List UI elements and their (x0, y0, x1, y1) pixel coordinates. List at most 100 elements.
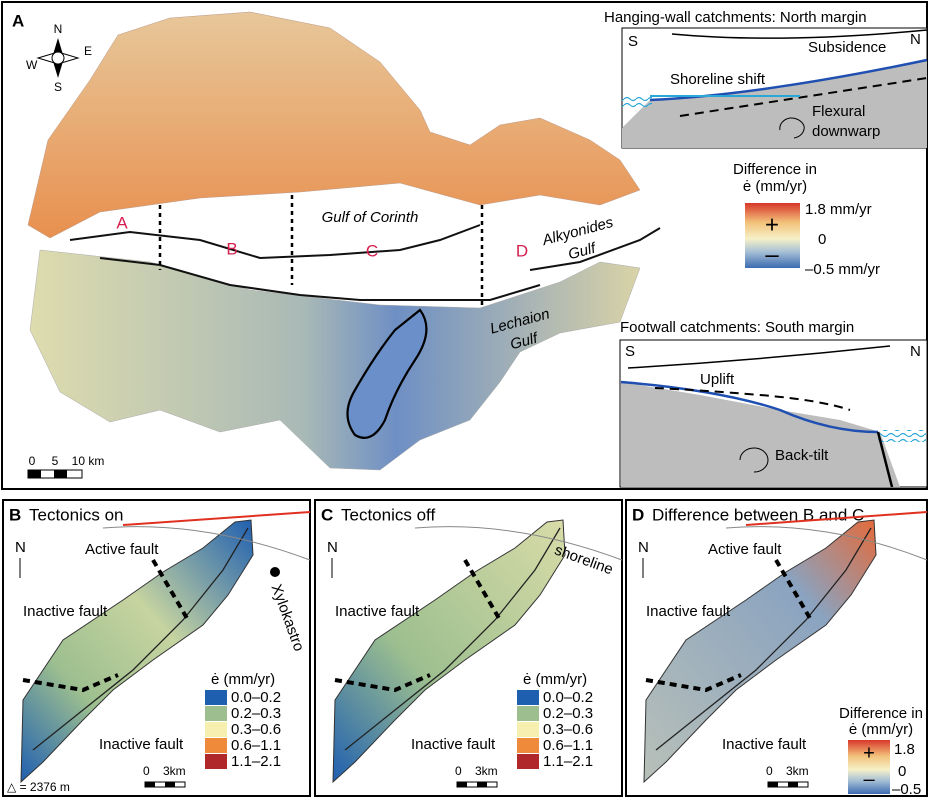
scale-label: 3km (475, 764, 498, 778)
inset-right: N (910, 31, 921, 48)
panel-b: B Tectonics onN Active fault Xylokastro Inac… (2, 499, 311, 797)
panel-frame (625, 499, 928, 797)
legend-swatch (517, 690, 539, 705)
compass-w: W (26, 58, 38, 72)
legend-swatch (517, 754, 539, 769)
scale-label: 10 km (72, 454, 105, 468)
scale-bar (145, 782, 155, 787)
catchment (20, 519, 254, 784)
drainage (344, 527, 561, 751)
panel-label: D (632, 505, 644, 524)
annotation: Active fault (85, 541, 159, 558)
legend-label: 1.1–2.1 (543, 753, 593, 770)
panel-frame (314, 499, 623, 797)
inset-label: Uplift (700, 371, 735, 388)
scale-bar: 0 5 10 km (27, 454, 105, 479)
scale-bar (788, 782, 798, 787)
legend-swatch (205, 754, 227, 769)
inset-ground (622, 60, 927, 148)
legend-max: 1.8 (894, 741, 915, 758)
legend-label: 0.2–0.3 (543, 705, 593, 722)
legend-swatch (517, 706, 539, 721)
legend-swatch (205, 738, 227, 753)
inset-title: Hanging-wall catchments: North margin (604, 9, 867, 26)
summit-note: △ = 2376 m (7, 780, 70, 794)
rotation-arrow (779, 117, 805, 139)
scale-bar (768, 782, 778, 787)
panel-label: B (9, 505, 21, 524)
legend-label: 0.6–1.1 (543, 737, 593, 754)
legend-swatch (205, 706, 227, 721)
scale-bar (477, 782, 487, 787)
gulf-label: Gulf of Corinth (322, 209, 419, 226)
inset-label: downwarp (812, 123, 880, 140)
coast (725, 526, 928, 561)
annotation: Inactive fault (335, 603, 420, 620)
region-label: D (516, 241, 528, 260)
scale-bar (165, 782, 175, 787)
sea (878, 430, 926, 442)
inset-label: Shoreline shift (670, 71, 766, 88)
south-margin-land (29, 249, 641, 471)
outlined-catchment (346, 308, 428, 439)
inset-label: Flexural (812, 103, 865, 120)
active-fault (745, 511, 928, 526)
annotation: Inactive fault (23, 603, 108, 620)
region-label: C (366, 241, 378, 260)
region-label: B (226, 239, 237, 258)
town-label: Xylokastro (268, 582, 308, 654)
north-arrow: N (327, 539, 338, 556)
legend-title: Difference in (839, 705, 923, 722)
legend-min: –0.5 (892, 781, 921, 798)
panel-title: Tectonics off (341, 505, 435, 524)
fault-line (69, 224, 481, 260)
coast (414, 526, 623, 561)
compass: N E S W (26, 22, 92, 94)
inset-label: Back-tilt (775, 447, 829, 464)
region-label: A (116, 213, 128, 232)
scale-label: 0 (455, 764, 462, 778)
legend-sign: – (863, 768, 875, 790)
legend-title: ė (mm/yr) (849, 721, 913, 738)
inset-right: N (910, 343, 921, 360)
panel-a-frame (1, 1, 928, 490)
compass-e: E (84, 44, 92, 58)
legend-sign: + (765, 211, 779, 238)
fault-line (529, 227, 661, 271)
panel-d: D Difference between B and CN Active fault… (625, 499, 928, 798)
inset-label: Subsidence (808, 39, 886, 56)
town-marker (270, 567, 280, 577)
scale-bar (457, 782, 467, 787)
color-bar (745, 203, 800, 268)
drainage (32, 527, 249, 751)
drainage (655, 527, 872, 751)
panel-title: Tectonics on (29, 505, 124, 524)
legend-swatch (517, 738, 539, 753)
scale-label: 0 (29, 454, 36, 468)
legend-label: 0.6–1.1 (231, 737, 281, 754)
north-margin-land (27, 11, 641, 239)
annotation: Inactive fault (722, 736, 807, 753)
legend-title: ė (mm/yr) (523, 671, 587, 688)
north-arrow: N (638, 539, 649, 556)
legend-swatch (205, 690, 227, 705)
legend-max: 1.8 mm/yr (805, 201, 872, 218)
compass-s: S (54, 80, 62, 94)
annotation: Inactive fault (646, 603, 731, 620)
coast (102, 526, 311, 561)
fault-line (99, 257, 541, 301)
legend-swatch (517, 722, 539, 737)
dashed-line (679, 77, 928, 117)
catchment (332, 519, 566, 784)
north-arrow: N (15, 539, 26, 556)
surface (620, 380, 879, 434)
scale-label: 0 (766, 764, 773, 778)
scale-label: 5 (52, 454, 59, 468)
scale-label: 0 (143, 764, 150, 778)
legend-title: ė (mm/yr) (211, 671, 275, 688)
compass-n: N (54, 22, 63, 36)
legend-sign: – (765, 241, 779, 268)
inset-left: S (625, 343, 635, 360)
annotation: Active fault (708, 541, 782, 558)
